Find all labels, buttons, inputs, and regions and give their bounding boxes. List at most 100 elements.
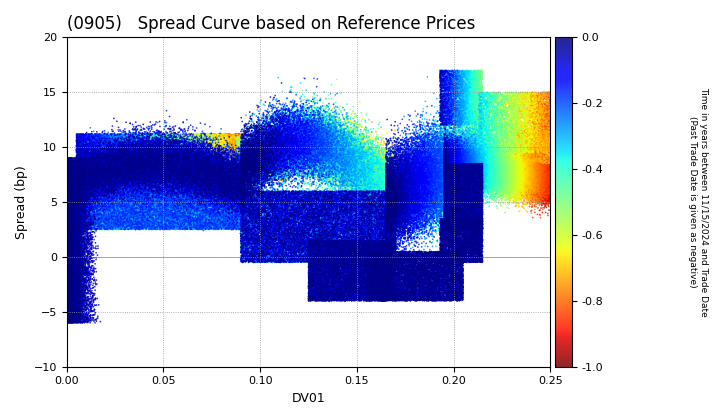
Point	[230, 148, 242, 155]
Point	[61, 314, 73, 321]
Point	[415, 189, 427, 196]
Point	[450, 160, 462, 167]
Point	[536, 139, 547, 146]
Point	[469, 257, 481, 264]
Point	[359, 139, 370, 146]
Point	[64, 293, 76, 299]
Point	[361, 280, 372, 286]
Point	[287, 227, 299, 234]
Point	[324, 164, 336, 171]
Point	[145, 177, 157, 184]
Point	[433, 157, 445, 163]
Point	[150, 161, 162, 168]
Point	[261, 167, 272, 173]
Point	[145, 203, 156, 210]
Point	[116, 194, 127, 201]
Point	[156, 148, 167, 155]
Point	[268, 174, 279, 181]
Point	[81, 214, 93, 220]
Point	[281, 258, 292, 265]
Point	[160, 150, 171, 157]
Point	[450, 236, 462, 243]
Point	[412, 152, 423, 158]
Point	[444, 165, 456, 172]
Point	[135, 205, 147, 212]
Point	[380, 210, 392, 217]
Point	[61, 157, 73, 163]
Point	[510, 162, 522, 169]
Point	[88, 155, 99, 161]
Point	[166, 136, 178, 143]
Point	[61, 301, 73, 308]
Point	[67, 184, 78, 191]
Point	[275, 174, 287, 181]
Point	[238, 196, 249, 202]
Point	[462, 217, 473, 223]
Point	[470, 162, 482, 169]
Point	[441, 158, 453, 165]
Point	[233, 160, 245, 167]
Point	[446, 177, 458, 184]
Point	[68, 307, 79, 314]
Point	[285, 110, 297, 116]
Point	[70, 157, 81, 164]
Point	[109, 149, 121, 155]
Point	[193, 163, 204, 169]
Point	[103, 168, 114, 175]
Point	[496, 167, 508, 173]
Point	[152, 221, 163, 228]
Point	[346, 250, 358, 257]
Point	[323, 137, 334, 144]
Point	[205, 202, 217, 209]
Point	[201, 173, 212, 180]
Point	[374, 181, 385, 188]
Point	[444, 152, 456, 159]
Point	[249, 147, 261, 153]
Point	[448, 263, 459, 270]
Point	[81, 278, 93, 284]
Point	[66, 260, 78, 267]
Point	[514, 137, 526, 144]
Point	[167, 141, 179, 148]
Point	[477, 159, 489, 165]
Point	[120, 172, 132, 179]
Point	[62, 212, 73, 218]
Point	[135, 143, 146, 150]
Point	[324, 286, 336, 293]
Point	[118, 165, 130, 171]
Point	[413, 290, 425, 297]
Point	[455, 237, 467, 244]
Point	[387, 253, 399, 260]
Point	[86, 164, 97, 171]
Point	[264, 252, 276, 259]
Point	[354, 257, 365, 264]
Point	[377, 192, 388, 198]
Point	[128, 205, 140, 211]
Point	[61, 261, 73, 268]
Point	[455, 172, 467, 179]
Point	[145, 204, 157, 211]
Point	[104, 224, 115, 231]
Point	[73, 175, 84, 182]
Point	[375, 255, 387, 261]
Point	[451, 177, 462, 184]
Point	[472, 159, 483, 165]
Point	[261, 201, 272, 208]
Point	[333, 264, 345, 270]
Point	[154, 136, 166, 143]
Point	[171, 164, 183, 171]
Point	[353, 249, 364, 255]
Point	[438, 217, 450, 224]
Point	[217, 188, 228, 195]
Point	[93, 184, 104, 191]
Point	[247, 235, 258, 242]
Point	[408, 175, 419, 181]
Point	[469, 178, 480, 185]
Point	[341, 215, 352, 222]
Point	[247, 151, 258, 158]
Point	[249, 137, 261, 144]
Point	[225, 133, 237, 139]
Point	[546, 192, 558, 199]
Point	[99, 215, 111, 221]
Point	[75, 147, 86, 153]
